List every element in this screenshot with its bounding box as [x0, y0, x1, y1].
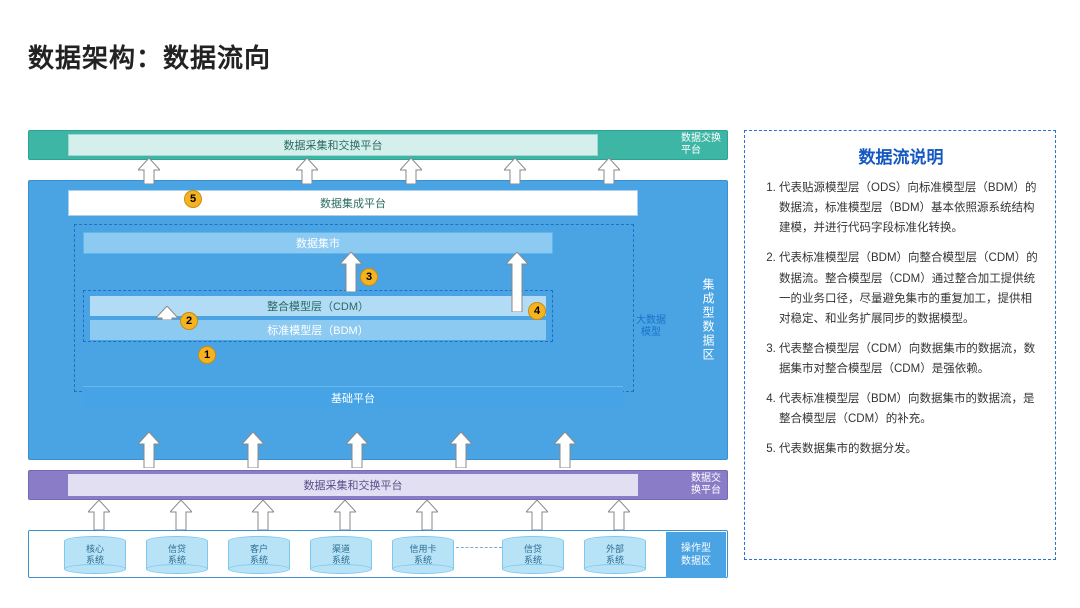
up-arrow [598, 158, 620, 184]
up-arrow [170, 500, 192, 530]
source-zone-side-label: 操作型 数据区 [666, 532, 726, 578]
data-mart-layer: 数据集市 [83, 232, 553, 254]
label-line2: 换平台 [691, 485, 721, 496]
number-badge-5: 5 [184, 190, 202, 208]
label-line1: 数据交换 [681, 133, 721, 144]
up-arrow [138, 158, 160, 184]
source-cylinder: 核心系统 [64, 536, 126, 574]
source-cylinder: 渠道系统 [310, 536, 372, 574]
number-badge-2: 2 [180, 312, 198, 330]
label-line1: 操作型 [681, 543, 711, 554]
explanation-panel: 数据流说明 代表贴源模型层（ODS）向标准模型层（BDM）的数据流，标准模型层（… [744, 130, 1056, 560]
up-arrow [506, 252, 528, 312]
bigdata-line1: 大数据 [636, 315, 666, 326]
explanation-item: 代表数据集市的数据分发。 [779, 439, 1041, 459]
number-badge-1: 1 [198, 346, 216, 364]
source-cylinder: 信贷系统 [146, 536, 208, 574]
up-arrow [526, 500, 548, 530]
page-title: 数据架构：数据流向 [28, 38, 271, 75]
top-exchange-inner: 数据采集和交换平台 [68, 134, 598, 156]
label-line2: 数据区 [681, 556, 711, 567]
up-arrow [156, 306, 178, 320]
number-badge-3: 3 [360, 268, 378, 286]
up-arrow [138, 432, 160, 468]
up-arrow [296, 158, 318, 184]
up-arrow [88, 500, 110, 530]
mid-exchange-side-label: 数据交 换平台 [691, 473, 721, 497]
up-arrow [416, 500, 438, 530]
source-cylinder: 客户系统 [228, 536, 290, 574]
up-arrow [608, 500, 630, 530]
bdm-layer: 标准模型层（BDM） [90, 320, 546, 340]
mid-exchange-inner: 数据采集和交换平台 [68, 474, 638, 496]
source-cylinder: 外部系统 [584, 536, 646, 574]
bigdata-label: 大数据 模型 [636, 315, 666, 339]
bigdata-line2: 模型 [641, 327, 661, 338]
up-arrow [346, 432, 368, 468]
explanation-list: 代表贴源模型层（ODS）向标准模型层（BDM）的数据流，标准模型层（BDM）基本… [761, 178, 1041, 460]
top-exchange-side-label: 数据交换 平台 [681, 133, 721, 157]
label-line1: 数据交 [691, 473, 721, 484]
up-arrow [252, 500, 274, 530]
explanation-item: 代表整合模型层（CDM）向数据集市的数据流，数据集市对整合模型层（CDM）是强依… [779, 339, 1041, 379]
up-arrow [400, 158, 422, 184]
integration-zone-vlabel: 集成型数据区 [700, 278, 717, 362]
integration-platform: 数据集成平台 [68, 190, 638, 216]
up-arrow [450, 432, 472, 468]
dashed-connector [456, 547, 502, 548]
source-cylinder: 信贷系统 [502, 536, 564, 574]
up-arrow [504, 158, 526, 184]
label-line2: 平台 [681, 145, 701, 156]
base-platform-layer: 基础平台 [83, 386, 623, 408]
up-arrow [554, 432, 576, 468]
explanation-item: 代表标准模型层（BDM）向整合模型层（CDM）的数据流。整合模型层（CDM）通过… [779, 248, 1041, 329]
explanation-item: 代表贴源模型层（ODS）向标准模型层（BDM）的数据流，标准模型层（BDM）基本… [779, 178, 1041, 238]
number-badge-4: 4 [528, 302, 546, 320]
explanation-item: 代表标准模型层（BDM）向数据集市的数据流，是整合模型层（CDM）的补充。 [779, 389, 1041, 429]
diagram-area: 数据交换 平台 数据采集和交换平台 集成型数据区 数据集成平台 大数据 模型 数… [28, 130, 728, 582]
up-arrow [242, 432, 264, 468]
up-arrow [334, 500, 356, 530]
up-arrow [340, 252, 362, 292]
explanation-title: 数据流说明 [761, 143, 1041, 168]
title-bar: 数据架构：数据流向 [28, 38, 271, 75]
source-cylinder: 信用卡系统 [392, 536, 454, 574]
